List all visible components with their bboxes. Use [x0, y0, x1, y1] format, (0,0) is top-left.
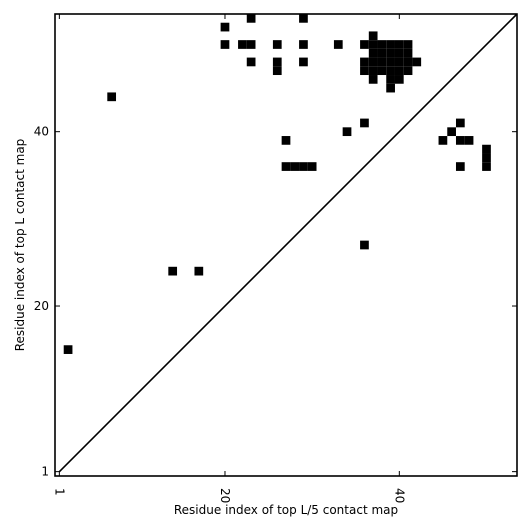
- contact-cell: [194, 266, 204, 276]
- contact-cell: [63, 345, 73, 354]
- y-axis-label: Residue index of top L contact map: [13, 139, 27, 352]
- contact-cell: [403, 48, 413, 58]
- axis-ticks: 1 20 40 1 20 40: [34, 14, 517, 503]
- x-tick-label: 1: [52, 488, 66, 496]
- contact-cell: [394, 57, 404, 67]
- contact-cell: [342, 127, 352, 137]
- contact-cell: [455, 118, 465, 128]
- contact-cell: [220, 40, 230, 49]
- contact-cell: [412, 57, 422, 67]
- contact-cell: [360, 66, 369, 76]
- contact-cell: [482, 153, 491, 163]
- contact-cell: [299, 40, 308, 49]
- contact-cell: [403, 57, 413, 67]
- x-tick-label: 40: [392, 488, 406, 503]
- contact-cell: [168, 266, 178, 276]
- contact-cell: [246, 57, 256, 67]
- contact-cell: [246, 40, 256, 49]
- contact-cell: [377, 66, 387, 76]
- contact-cell: [438, 136, 448, 145]
- contact-cell: [377, 48, 387, 58]
- contact-cell: [360, 57, 369, 67]
- contact-cell: [281, 136, 291, 145]
- contact-cell: [238, 40, 247, 49]
- contact-cell: [360, 40, 369, 49]
- contact-cell: [368, 66, 378, 76]
- contact-cell: [333, 40, 343, 49]
- contact-cell: [281, 162, 291, 171]
- contact-cell: [368, 75, 378, 84]
- contact-cell: [272, 66, 282, 76]
- contact-cell: [394, 40, 404, 49]
- contact-cell: [447, 127, 456, 137]
- contact-cell: [307, 162, 317, 171]
- contact-cell: [386, 48, 395, 58]
- contact-cell: [394, 66, 404, 76]
- contact-cell: [272, 40, 282, 49]
- contact-cell: [272, 57, 282, 67]
- x-tick-label: 20: [218, 488, 232, 503]
- contact-cell: [299, 57, 308, 67]
- contact-cell: [482, 162, 491, 171]
- contact-cell: [107, 92, 117, 102]
- contact-cell: [246, 14, 256, 23]
- contact-cell: [360, 118, 369, 128]
- y-tick-label: 1: [41, 465, 49, 479]
- contact-cell: [368, 31, 378, 41]
- contact-cell: [368, 57, 378, 67]
- contact-cell: [368, 40, 378, 49]
- plot-frame: [54, 13, 518, 477]
- contact-cell: [377, 57, 387, 67]
- contact-cell: [299, 14, 308, 23]
- contact-cell: [394, 48, 404, 58]
- contact-cell: [403, 40, 413, 49]
- contact-cell: [482, 144, 491, 154]
- y-tick-label: 40: [34, 125, 49, 139]
- contact-cell: [220, 22, 230, 32]
- contact-cell: [455, 136, 465, 145]
- contact-cell: [386, 75, 395, 84]
- contact-cell: [368, 48, 378, 58]
- contact-cell: [299, 162, 308, 171]
- contact-cell: [403, 66, 413, 76]
- contact-cell: [360, 240, 369, 250]
- contact-cells: [63, 14, 491, 354]
- contact-cell: [464, 136, 474, 145]
- contact-cell: [394, 75, 404, 84]
- contact-cell: [386, 40, 395, 49]
- contact-cell: [290, 162, 300, 171]
- x-axis-label: Residue index of top L/5 contact map: [174, 503, 398, 517]
- contact-cell: [455, 162, 465, 171]
- contact-cell: [377, 40, 387, 49]
- contact-cell: [386, 66, 395, 76]
- contact-cell: [386, 57, 395, 67]
- y-tick-label: 20: [34, 299, 49, 313]
- contact-cell: [386, 83, 395, 93]
- diagonal-line: [58, 13, 518, 473]
